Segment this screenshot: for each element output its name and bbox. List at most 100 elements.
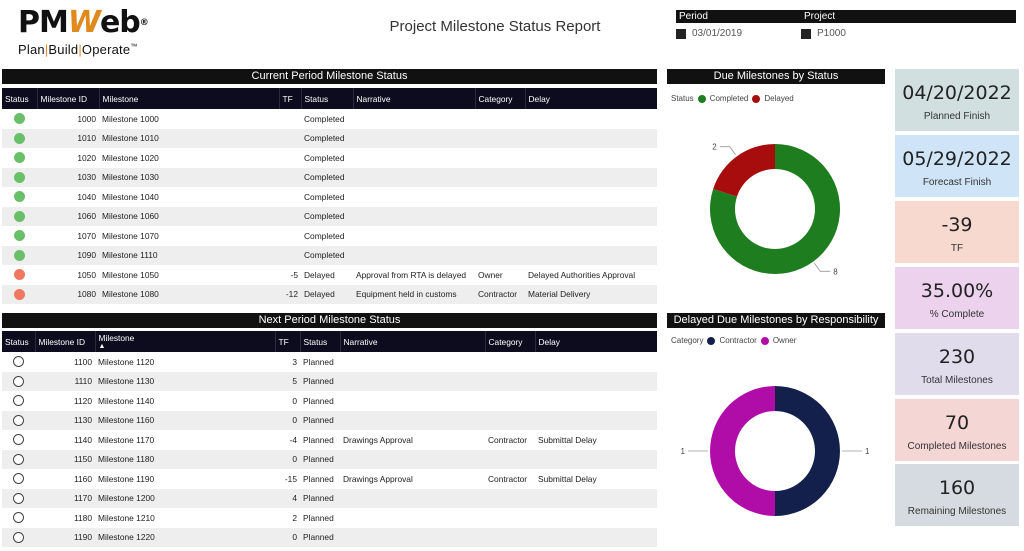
- table-row[interactable]: 1100 Milestone 1120 3 Planned: [2, 352, 657, 372]
- kpi-card-tf[interactable]: -39 TF: [895, 201, 1019, 263]
- delay-cell: [535, 371, 657, 391]
- table-row[interactable]: 1190 Milestone 1220 0 Planned: [2, 527, 657, 547]
- donut-slice-contractor[interactable]: [775, 386, 840, 516]
- checkbox-icon[interactable]: [801, 28, 811, 39]
- data-label-completed: 8: [833, 267, 838, 276]
- narrative-cell: [340, 410, 485, 430]
- donut-slice-owner[interactable]: [710, 386, 775, 516]
- period-option[interactable]: 03/01/2019: [676, 28, 891, 39]
- milestone-cell: Milestone 1040: [102, 191, 159, 202]
- table-row[interactable]: 1020 Milestone 1020 Completed: [2, 148, 657, 168]
- status-text-cell: Planned: [300, 410, 340, 430]
- milestone-cell: Milestone 1060: [99, 206, 279, 226]
- column-header-tf[interactable]: TF: [278, 88, 301, 109]
- milestone-id-cell: 1010: [37, 128, 99, 148]
- legend-dot-owner: [760, 336, 769, 345]
- table-row[interactable]: 1140 Milestone 1170 -4 Planned Drawings Appr…: [2, 430, 657, 450]
- column-header-status[interactable]: Status: [299, 331, 340, 352]
- project-option[interactable]: P1000: [801, 28, 1016, 39]
- category-cell: [485, 527, 535, 547]
- legend-dot-completed: [697, 94, 706, 103]
- milestone-cell: Milestone 1210: [98, 512, 155, 523]
- milestone-id-cell: 1140: [73, 434, 92, 445]
- table-row[interactable]: 1150 Milestone 1180 0 Planned: [2, 449, 657, 469]
- table-row[interactable]: 1050 Milestone 1050 -5 Delayed Approval from…: [2, 265, 657, 285]
- kpi-card-total-milestones[interactable]: 230 Total Milestones: [895, 333, 1019, 395]
- delay-cell: [525, 187, 657, 207]
- milestone-id-cell: 1190: [35, 527, 95, 547]
- delay-cell: [525, 128, 657, 148]
- table-row[interactable]: 1120 Milestone 1140 0 Planned: [2, 391, 657, 411]
- kpi-card-remaining-milestones[interactable]: 160 Remaining Milestones: [895, 464, 1019, 526]
- table-row[interactable]: 1000 Milestone 1000 Completed: [2, 109, 657, 129]
- table-row[interactable]: 1080 Milestone 1080 -12 Delayed Equipment he…: [2, 284, 657, 304]
- milestone-cell: Milestone 1220: [95, 527, 275, 547]
- status-text-cell: Planned: [303, 434, 334, 445]
- column-header-milestone[interactable]: Milestone: [98, 88, 279, 109]
- category-cell: [475, 226, 525, 246]
- column-header-category[interactable]: Category: [474, 88, 525, 109]
- milestone-id-cell: 1170: [35, 488, 95, 508]
- category-cell: [475, 128, 525, 148]
- tf-cell: -5: [290, 269, 298, 280]
- column-header-status[interactable]: Status: [2, 331, 35, 352]
- next-period-title: Next Period Milestone Status: [2, 313, 657, 328]
- status-cell: [2, 284, 37, 304]
- column-header-milestone[interactable]: Milestone ▲: [94, 331, 275, 352]
- status-cell: [2, 508, 35, 528]
- column-header-narrative[interactable]: Narrative: [352, 88, 475, 109]
- category-cell: [485, 391, 535, 411]
- project-slicer[interactable]: Project P1000: [801, 10, 1016, 39]
- table-row[interactable]: 1010 Milestone 1010 Completed: [2, 128, 657, 148]
- column-header-status[interactable]: Status: [2, 88, 37, 109]
- kpi-value: 05/29/2022: [902, 148, 1012, 170]
- column-header-tf[interactable]: TF: [274, 331, 300, 352]
- data-label-owner: 1: [681, 447, 686, 456]
- delay-cell: [535, 391, 657, 411]
- status-text-cell: Completed: [304, 152, 345, 163]
- column-header-milestone-id[interactable]: Milestone ID: [34, 331, 95, 352]
- narrative-cell: [340, 488, 485, 508]
- status-cell: [2, 148, 37, 168]
- status-cell: [2, 410, 35, 430]
- checkbox-icon[interactable]: [676, 28, 686, 39]
- tf-cell: -12: [279, 284, 301, 304]
- kpi-card-planned-finish[interactable]: 04/20/2022 Planned Finish: [895, 69, 1019, 131]
- kpi-card-forecast-finish[interactable]: 05/29/2022 Forecast Finish: [895, 135, 1019, 197]
- column-header-category[interactable]: Category: [484, 331, 535, 352]
- column-header-narrative[interactable]: Narrative: [339, 331, 485, 352]
- milestone-cell: Milestone 1080: [99, 284, 279, 304]
- status-text-cell: Completed: [301, 206, 353, 226]
- tf-cell: [279, 206, 301, 226]
- table-row[interactable]: 1070 Milestone 1070 Completed: [2, 226, 657, 246]
- tf-cell: -15: [284, 473, 297, 484]
- status-circle-icon: [13, 414, 24, 426]
- table-row[interactable]: 1160 Milestone 1190 -15 Planned Drawings App…: [2, 469, 657, 489]
- table-row[interactable]: 1040 Milestone 1040 Completed: [2, 187, 657, 207]
- table-row[interactable]: 1170 Milestone 1200 4 Planned: [2, 488, 657, 508]
- table-row[interactable]: 1060 Milestone 1060 Completed: [2, 206, 657, 226]
- column-header-delay[interactable]: Delay: [534, 331, 657, 352]
- table-row[interactable]: 1180 Milestone 1210 2 Planned: [2, 508, 657, 528]
- kpi-card-complete[interactable]: 35.00% % Complete: [895, 267, 1019, 329]
- milestone-cell: Milestone 1140: [98, 395, 155, 406]
- status-donut[interactable]: 82: [667, 109, 885, 279]
- donut-slice-completed[interactable]: [710, 144, 840, 274]
- kpi-card-completed-milestones[interactable]: 70 Completed Milestones: [895, 399, 1019, 461]
- column-header-delay[interactable]: Delay: [524, 88, 657, 109]
- responsibility-donut[interactable]: 11: [667, 351, 885, 551]
- delay-cell: Delayed Authorities Approval: [528, 269, 636, 280]
- milestone-id-cell: 1090: [37, 245, 99, 265]
- donut-slice-delayed[interactable]: [713, 144, 775, 197]
- status-circle-icon: [13, 473, 24, 485]
- column-header-milestone-id[interactable]: Milestone ID: [36, 88, 99, 109]
- column-header-status[interactable]: Status: [300, 88, 353, 109]
- table-row[interactable]: 1030 Milestone 1030 Completed: [2, 167, 657, 187]
- milestone-id-cell: 1080: [37, 284, 99, 304]
- table-row[interactable]: 1090 Milestone 1110 Completed: [2, 245, 657, 265]
- status-dot-icon: [14, 210, 25, 222]
- table-row[interactable]: 1110 Milestone 1130 5 Planned: [2, 371, 657, 391]
- status-circle-icon: [13, 375, 24, 387]
- table-row[interactable]: 1130 Milestone 1160 0 Planned: [2, 410, 657, 430]
- delay-cell: Material Delivery: [525, 284, 657, 304]
